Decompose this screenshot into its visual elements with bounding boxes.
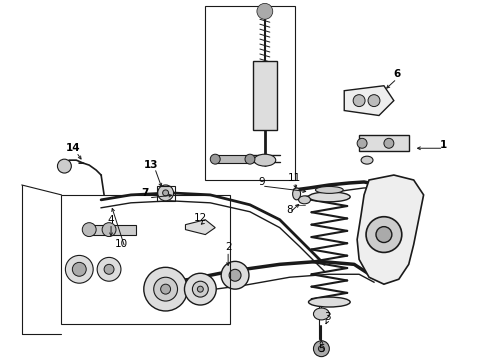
Ellipse shape — [314, 308, 329, 320]
Text: 9: 9 — [259, 177, 265, 187]
Text: 7: 7 — [141, 188, 148, 198]
Text: 11: 11 — [288, 173, 301, 183]
Ellipse shape — [309, 297, 350, 307]
Circle shape — [154, 277, 177, 301]
Bar — [157, 186, 174, 201]
Circle shape — [314, 341, 329, 357]
Text: 5: 5 — [318, 344, 325, 354]
Ellipse shape — [361, 156, 373, 164]
Circle shape — [65, 255, 93, 283]
Circle shape — [73, 262, 86, 276]
Circle shape — [144, 267, 188, 311]
Text: 1: 1 — [440, 140, 447, 150]
Polygon shape — [185, 220, 215, 235]
Circle shape — [257, 3, 273, 19]
Text: 12: 12 — [194, 213, 207, 223]
Circle shape — [210, 154, 220, 164]
Text: 2: 2 — [225, 243, 231, 252]
Bar — [61, 195, 230, 324]
Circle shape — [384, 138, 394, 148]
Bar — [86, 225, 136, 235]
Circle shape — [82, 223, 96, 237]
Ellipse shape — [293, 188, 300, 200]
Ellipse shape — [316, 186, 343, 193]
Bar — [359, 135, 409, 151]
Text: 10: 10 — [114, 239, 127, 249]
Text: 8: 8 — [286, 205, 293, 215]
Circle shape — [376, 227, 392, 243]
Circle shape — [353, 95, 365, 107]
Text: 4: 4 — [108, 215, 114, 225]
Circle shape — [161, 284, 171, 294]
Circle shape — [245, 154, 255, 164]
Text: 6: 6 — [393, 69, 400, 79]
Text: 13: 13 — [144, 160, 158, 170]
Text: 3: 3 — [324, 312, 331, 322]
Circle shape — [193, 281, 208, 297]
Circle shape — [158, 185, 173, 201]
Text: 14: 14 — [66, 143, 81, 153]
Circle shape — [57, 159, 72, 173]
Circle shape — [221, 261, 249, 289]
Ellipse shape — [254, 154, 276, 166]
Bar — [205, 6, 294, 180]
Polygon shape — [357, 175, 424, 284]
Bar — [253, 61, 277, 130]
Circle shape — [229, 269, 241, 281]
Circle shape — [104, 264, 114, 274]
Circle shape — [368, 95, 380, 107]
Polygon shape — [344, 86, 394, 116]
Circle shape — [184, 273, 216, 305]
Circle shape — [357, 138, 367, 148]
Ellipse shape — [309, 192, 350, 202]
Bar — [215, 155, 250, 163]
Circle shape — [197, 286, 203, 292]
Circle shape — [97, 257, 121, 281]
Circle shape — [318, 346, 324, 352]
Ellipse shape — [298, 196, 311, 204]
Circle shape — [366, 217, 402, 252]
Circle shape — [163, 190, 169, 196]
Circle shape — [102, 223, 116, 237]
